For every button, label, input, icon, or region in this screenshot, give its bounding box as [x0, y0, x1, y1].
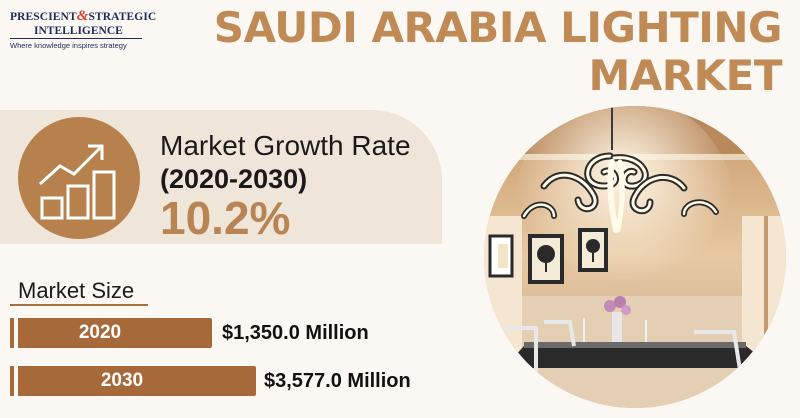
bar-2020: 2020 [10, 318, 212, 348]
logo-ampersand: & [76, 8, 89, 24]
logo: PRESCIENT&STRATEGIC INTELLIGENCE Where k… [10, 8, 156, 50]
chandelier-photo [484, 106, 786, 408]
logo-line1: PRESCIENT&STRATEGIC [10, 8, 156, 25]
growth-rate-value: 10.2% [160, 192, 291, 244]
title-line2: MARKET [588, 51, 782, 100]
growth-rate-label: Market Growth Rate [160, 130, 411, 161]
value-2030: $3,577.0 Million [264, 370, 411, 392]
value-2020: $1,350.0 Million [222, 322, 369, 344]
logo-word-intelligence: INTELLIGENCE [34, 25, 123, 37]
logo-rule [10, 38, 142, 39]
market-size-label: Market Size [18, 278, 135, 303]
logo-tagline: Where knowledge inspires strategy [10, 41, 127, 50]
growth-chart-icon [38, 144, 116, 220]
bar-year-2030: 2030 [100, 370, 144, 391]
page-title: SAUDI ARABIA LIGHTING MARKET [213, 3, 783, 100]
bar-year-2020: 2020 [78, 322, 122, 343]
title-line1: SAUDI ARABIA LIGHTING [213, 3, 783, 52]
logo-word-strategic: STRATEGIC [88, 11, 157, 23]
growth-period: (2020-2030) [160, 164, 308, 194]
logo-word-prescient: PRESCIENT [10, 11, 77, 23]
market-size-underline [10, 304, 148, 306]
bar-2030: 2030 [10, 366, 256, 396]
